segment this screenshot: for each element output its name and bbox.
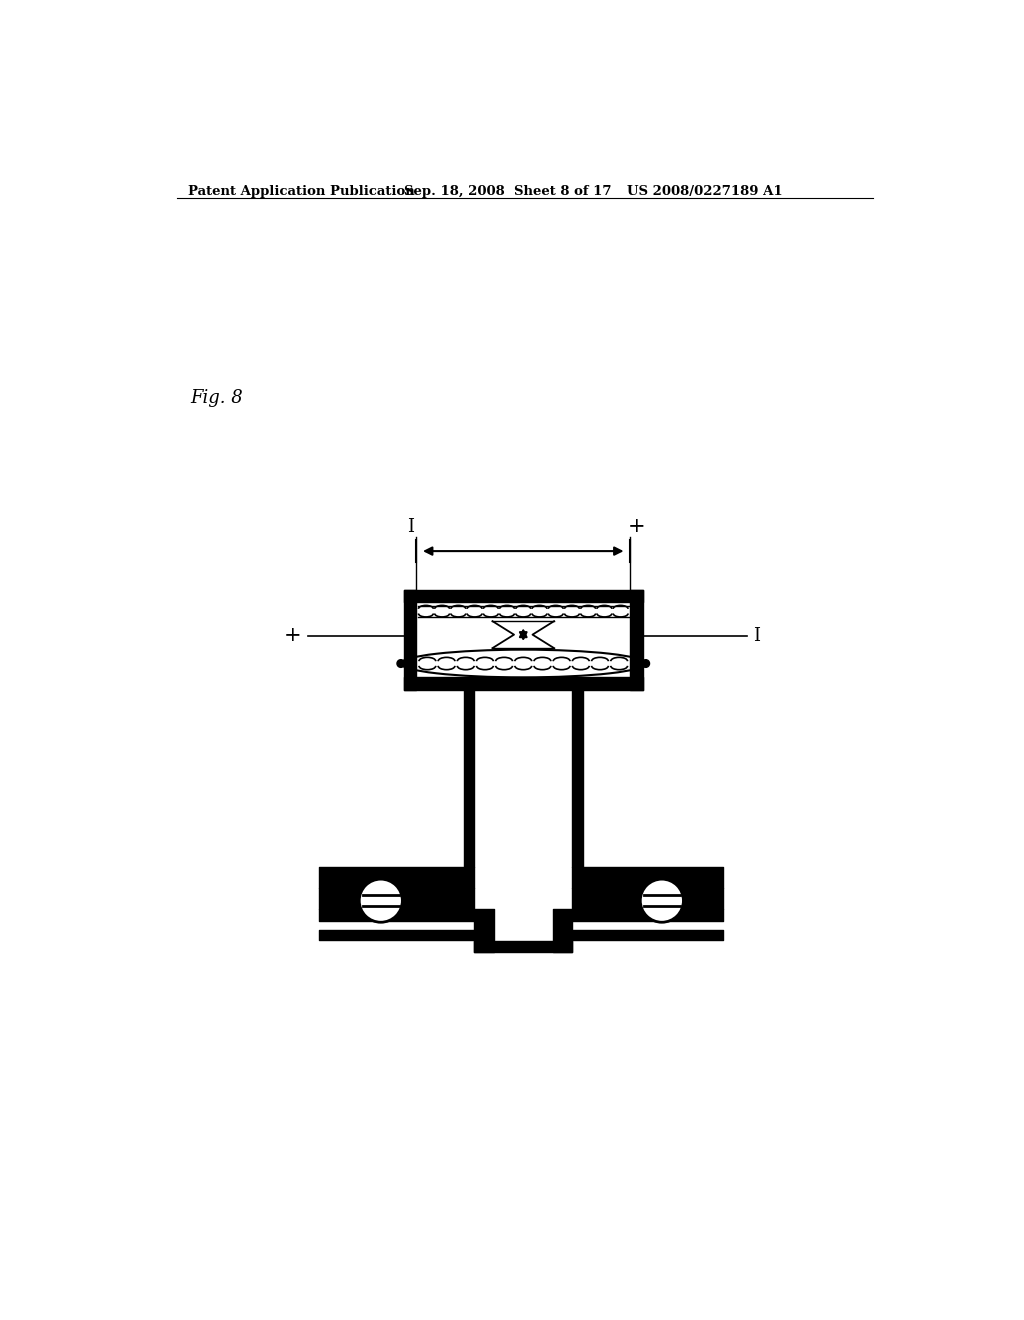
Text: I: I xyxy=(407,517,414,536)
Text: I: I xyxy=(753,627,760,644)
Text: Patent Application Publication: Patent Application Publication xyxy=(188,185,415,198)
Text: Sep. 18, 2008  Sheet 8 of 17: Sep. 18, 2008 Sheet 8 of 17 xyxy=(403,185,611,198)
Circle shape xyxy=(642,660,649,668)
Text: +: + xyxy=(628,516,645,536)
Text: US 2008/0227189 A1: US 2008/0227189 A1 xyxy=(628,185,782,198)
Circle shape xyxy=(359,879,402,923)
Text: +: + xyxy=(284,626,301,645)
Text: Fig. 8: Fig. 8 xyxy=(190,389,244,408)
Circle shape xyxy=(397,660,404,668)
Circle shape xyxy=(640,879,683,923)
